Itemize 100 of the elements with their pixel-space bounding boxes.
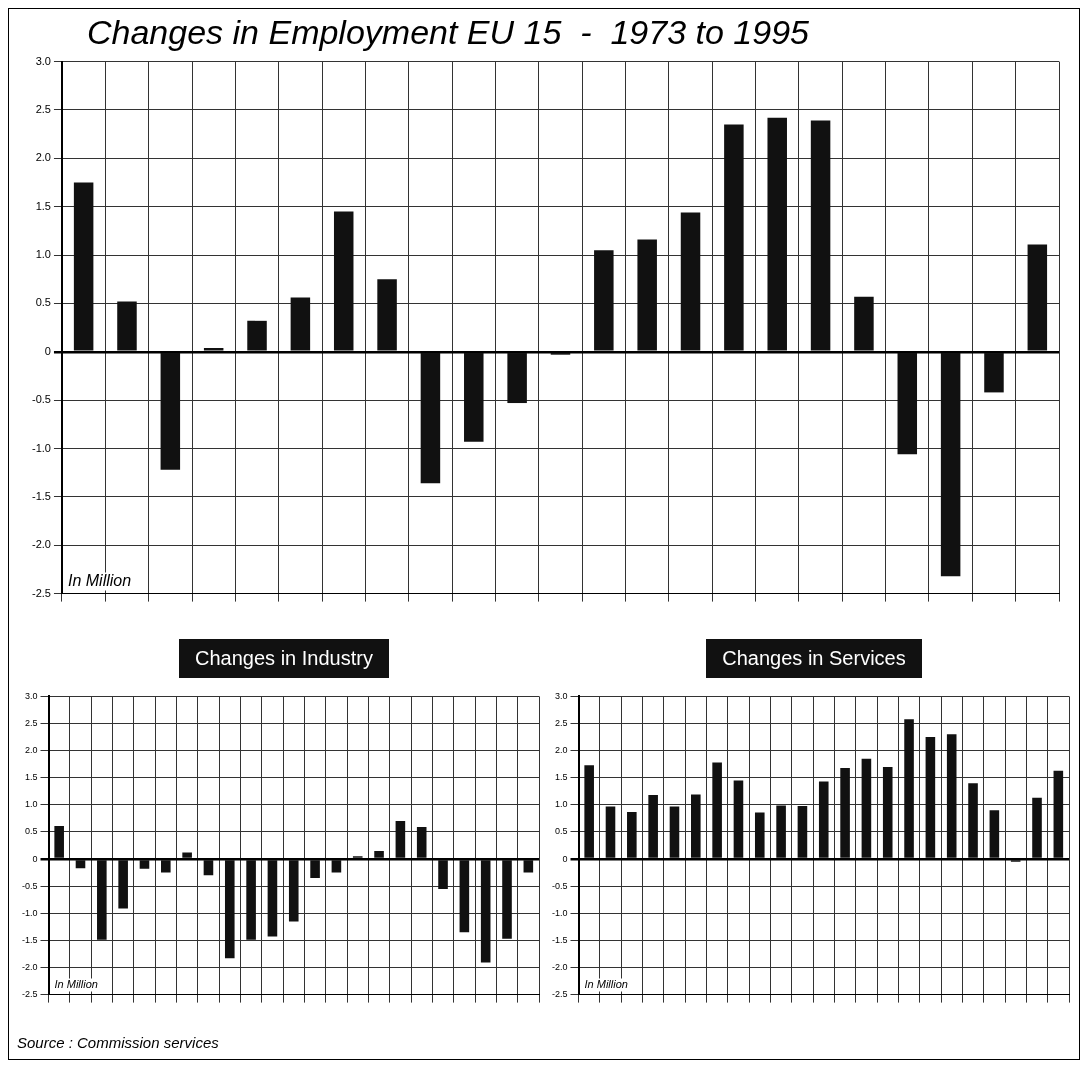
y-tick-label: -1.5 (31, 489, 51, 502)
bar (712, 762, 722, 858)
bar (733, 780, 744, 858)
bar (925, 737, 936, 858)
bar (480, 860, 491, 963)
bar (420, 353, 441, 484)
bar (861, 758, 872, 858)
y-tick-label: 0.5 (24, 826, 38, 837)
y-tick-label: -2.5 (31, 586, 51, 599)
bar (331, 860, 342, 873)
bar (754, 812, 765, 858)
bar (224, 860, 235, 959)
bar (797, 805, 808, 858)
bar (139, 860, 150, 869)
y-tick-label: 2.5 (554, 717, 568, 728)
bar (290, 297, 311, 351)
y-tick-label: -1.0 (551, 907, 568, 918)
chart-title: Changes in Employment EU 15 - 1973 to 1995 (87, 13, 810, 52)
y-tick-label: 3.0 (554, 690, 568, 701)
bar (97, 860, 107, 940)
y-tick-label: 0.5 (554, 826, 568, 837)
y-tick-label: -2.0 (31, 538, 51, 551)
bar (818, 781, 829, 858)
bar (438, 860, 448, 889)
bar (989, 810, 1000, 858)
y-tick-label: 3.0 (24, 690, 38, 701)
bar (940, 353, 961, 577)
bar (691, 794, 701, 858)
y-tick-label: 2.0 (554, 745, 568, 756)
y-tick-label: -2.0 (21, 961, 38, 972)
bar (246, 860, 256, 940)
bar (395, 821, 406, 858)
bar (374, 850, 384, 858)
y-tick-label: -2.0 (551, 961, 568, 972)
bar (1032, 797, 1042, 858)
bar (637, 239, 657, 351)
bar (416, 827, 427, 858)
y-tick-label: -1.0 (21, 907, 38, 918)
bar (160, 353, 181, 470)
y-tick-label: -1.5 (551, 934, 568, 945)
y-tick-label: -2.5 (21, 989, 38, 1000)
y-tick-label: -0.5 (31, 393, 51, 406)
bar (648, 795, 658, 858)
y-tick-label: 1.0 (24, 799, 38, 810)
bar (73, 182, 94, 351)
bar (680, 212, 701, 351)
source-note: Source : Commission services (17, 1034, 219, 1051)
bar (523, 860, 534, 873)
bar (946, 734, 957, 858)
y-tick-label: 2.0 (24, 745, 38, 756)
bar (968, 783, 978, 858)
chart-title: Changes in Industry (179, 639, 389, 678)
bar (203, 347, 224, 351)
annotation: In Million (584, 978, 628, 991)
bar (464, 353, 484, 442)
bar (54, 825, 64, 858)
bar (669, 806, 680, 858)
bar (854, 296, 874, 351)
y-tick-label: 0 (562, 853, 568, 864)
bar (1053, 770, 1064, 858)
bar (584, 765, 594, 858)
bar (310, 860, 320, 879)
bar (267, 860, 278, 937)
bar (507, 353, 527, 404)
bar (203, 860, 214, 876)
y-tick-label: 0.5 (35, 296, 51, 309)
bar (1027, 244, 1048, 351)
bar (594, 250, 614, 351)
y-tick-label: 2.5 (35, 102, 51, 115)
y-tick-label: 0 (44, 344, 51, 357)
bar (459, 860, 470, 933)
bar (897, 353, 918, 455)
bar (75, 860, 86, 869)
y-tick-label: 2.0 (35, 151, 51, 164)
bar (767, 117, 787, 351)
bar (118, 860, 128, 909)
y-tick-label: -0.5 (551, 880, 568, 891)
bar (840, 767, 850, 858)
annotation: In Million (54, 978, 98, 991)
y-tick-label: 2.5 (24, 717, 38, 728)
bar (810, 120, 831, 351)
bar (984, 353, 1004, 393)
bar (627, 811, 637, 858)
bar (247, 320, 267, 351)
chart-title: Changes in Services (706, 639, 922, 678)
bar (377, 279, 397, 351)
y-tick-label: -1.0 (31, 441, 51, 454)
y-tick-label: 1.5 (554, 772, 568, 783)
bar (182, 852, 192, 858)
y-tick-label: -1.5 (21, 934, 38, 945)
y-tick-label: -0.5 (21, 880, 38, 891)
bar (161, 860, 171, 873)
bar (605, 806, 616, 858)
bar (904, 719, 914, 858)
bar (117, 301, 137, 351)
y-tick-label: -2.5 (551, 989, 568, 1000)
bar (502, 860, 512, 939)
y-tick-label: 1.0 (35, 248, 51, 261)
y-tick-label: 1.5 (24, 772, 38, 783)
y-tick-label: 1.5 (35, 199, 51, 212)
